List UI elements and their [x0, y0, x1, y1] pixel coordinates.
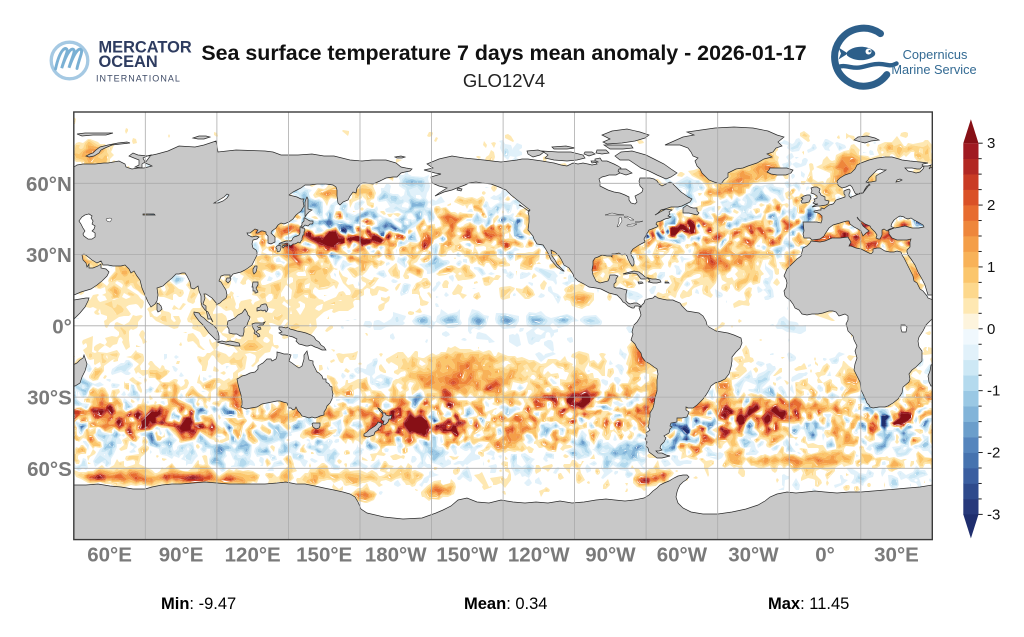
svg-text:-1: -1 [987, 383, 1000, 400]
svg-text:30°E: 30°E [874, 544, 919, 567]
svg-text:90°W: 90°W [585, 544, 636, 567]
svg-text:0°: 0° [52, 315, 72, 338]
svg-text:Sea surface temperature 7 days: Sea surface temperature 7 days mean anom… [201, 41, 806, 65]
svg-text:OCEAN: OCEAN [99, 53, 158, 71]
svg-text:150°E: 150°E [296, 544, 352, 567]
svg-text:120°W: 120°W [508, 544, 570, 567]
svg-text:Mean: 0.34: Mean: 0.34 [464, 595, 547, 613]
svg-text:Max: 11.45: Max: 11.45 [768, 595, 849, 613]
svg-text:30°W: 30°W [728, 544, 779, 567]
svg-text:150°W: 150°W [436, 544, 498, 567]
svg-text:GLO12V4: GLO12V4 [463, 70, 545, 91]
svg-text:Copernicus: Copernicus [903, 47, 968, 62]
svg-text:90°E: 90°E [159, 544, 204, 567]
svg-text:180°W: 180°W [365, 544, 427, 567]
svg-text:60°E: 60°E [87, 544, 132, 567]
svg-text:1: 1 [987, 259, 995, 276]
svg-text:-3: -3 [987, 506, 1000, 523]
svg-text:60°S: 60°S [27, 458, 72, 481]
svg-text:30°S: 30°S [27, 387, 72, 410]
svg-text:INTERNATIONAL: INTERNATIONAL [96, 74, 181, 84]
svg-text:Marine Service: Marine Service [891, 62, 976, 77]
svg-text:60°W: 60°W [657, 544, 708, 567]
svg-text:60°N: 60°N [26, 173, 72, 196]
svg-text:MERCATOR: MERCATOR [99, 39, 192, 57]
svg-text:-2: -2 [987, 445, 1000, 462]
svg-text:Min: -9.47: Min: -9.47 [161, 595, 236, 613]
svg-text:3: 3 [987, 135, 995, 152]
svg-text:2: 2 [987, 197, 995, 214]
svg-text:30°N: 30°N [26, 244, 72, 267]
svg-text:120°E: 120°E [225, 544, 281, 567]
svg-text:0°: 0° [815, 544, 835, 567]
svg-text:0: 0 [987, 321, 995, 338]
